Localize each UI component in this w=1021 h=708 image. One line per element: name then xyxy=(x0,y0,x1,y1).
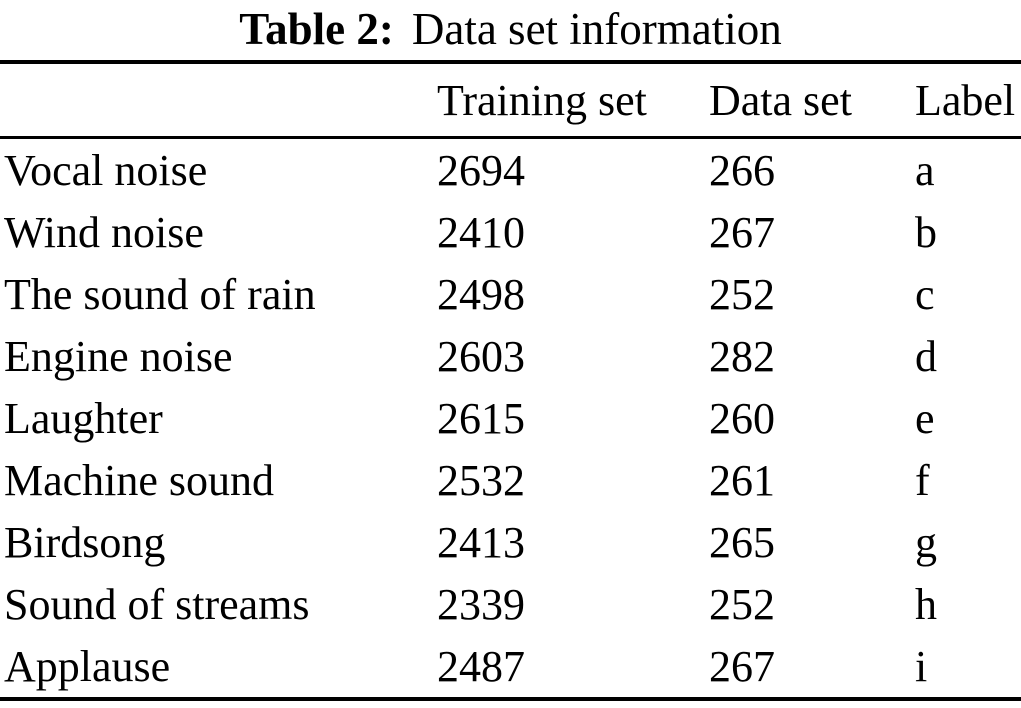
cell-data-set: 267 xyxy=(709,641,775,691)
table-row: Applause 2487 267 i xyxy=(0,635,1021,699)
table-caption-label: Table 2: xyxy=(239,4,394,54)
cell-training-set: 2339 xyxy=(437,579,525,629)
cell-training-set: 2487 xyxy=(437,641,525,691)
cell-category: Engine noise xyxy=(4,331,233,381)
cell-data-set: 252 xyxy=(709,579,775,629)
cell-category: Laughter xyxy=(4,393,163,443)
table-row: The sound of rain 2498 252 c xyxy=(0,263,1021,325)
cell-training-set: 2410 xyxy=(437,207,525,257)
cell-label: g xyxy=(915,517,937,567)
cell-data-set: 282 xyxy=(709,331,775,381)
cell-training-set: 2532 xyxy=(437,455,525,505)
cell-data-set: 261 xyxy=(709,455,775,505)
cell-category: Birdsong xyxy=(4,517,166,567)
cell-label: b xyxy=(915,207,937,257)
table-row: Vocal noise 2694 266 a xyxy=(0,138,1021,202)
table-row: Laughter 2615 260 e xyxy=(0,387,1021,449)
dataset-info-table: Training set Data set Label Vocal noise … xyxy=(0,60,1021,701)
cell-label: d xyxy=(915,331,937,381)
cell-category: The sound of rain xyxy=(4,269,316,319)
table-caption-title: Data set information xyxy=(411,4,782,54)
table-caption: Table 2: Data set information xyxy=(0,0,1021,60)
table-row: Machine sound 2532 261 f xyxy=(0,449,1021,511)
cell-label: c xyxy=(915,269,935,319)
cell-data-set: 260 xyxy=(709,393,775,443)
column-header-category xyxy=(0,62,433,139)
column-header-data-set: Data set xyxy=(705,62,911,139)
cell-category: Applause xyxy=(4,641,171,691)
cell-training-set: 2615 xyxy=(437,393,525,443)
cell-category: Vocal noise xyxy=(4,145,208,195)
column-header-label: Label xyxy=(911,62,1021,139)
cell-label: i xyxy=(915,641,928,691)
table-row: Birdsong 2413 265 g xyxy=(0,511,1021,573)
cell-training-set: 2498 xyxy=(437,269,525,319)
cell-label: f xyxy=(915,455,930,505)
column-header-training-set: Training set xyxy=(433,62,705,139)
cell-training-set: 2694 xyxy=(437,145,525,195)
cell-label: h xyxy=(915,579,937,629)
table-row: Engine noise 2603 282 d xyxy=(0,325,1021,387)
table-row: Sound of streams 2339 252 h xyxy=(0,573,1021,635)
table-header-row: Training set Data set Label xyxy=(0,62,1021,139)
cell-data-set: 265 xyxy=(709,517,775,567)
cell-training-set: 2603 xyxy=(437,331,525,381)
cell-training-set: 2413 xyxy=(437,517,525,567)
table-row: Wind noise 2410 267 b xyxy=(0,201,1021,263)
cell-category: Wind noise xyxy=(4,207,204,257)
cell-category: Machine sound xyxy=(4,455,275,505)
cell-label: a xyxy=(915,145,935,195)
cell-data-set: 252 xyxy=(709,269,775,319)
cell-data-set: 267 xyxy=(709,207,775,257)
cell-data-set: 266 xyxy=(709,145,775,195)
cell-category: Sound of streams xyxy=(4,579,310,629)
cell-label: e xyxy=(915,393,935,443)
